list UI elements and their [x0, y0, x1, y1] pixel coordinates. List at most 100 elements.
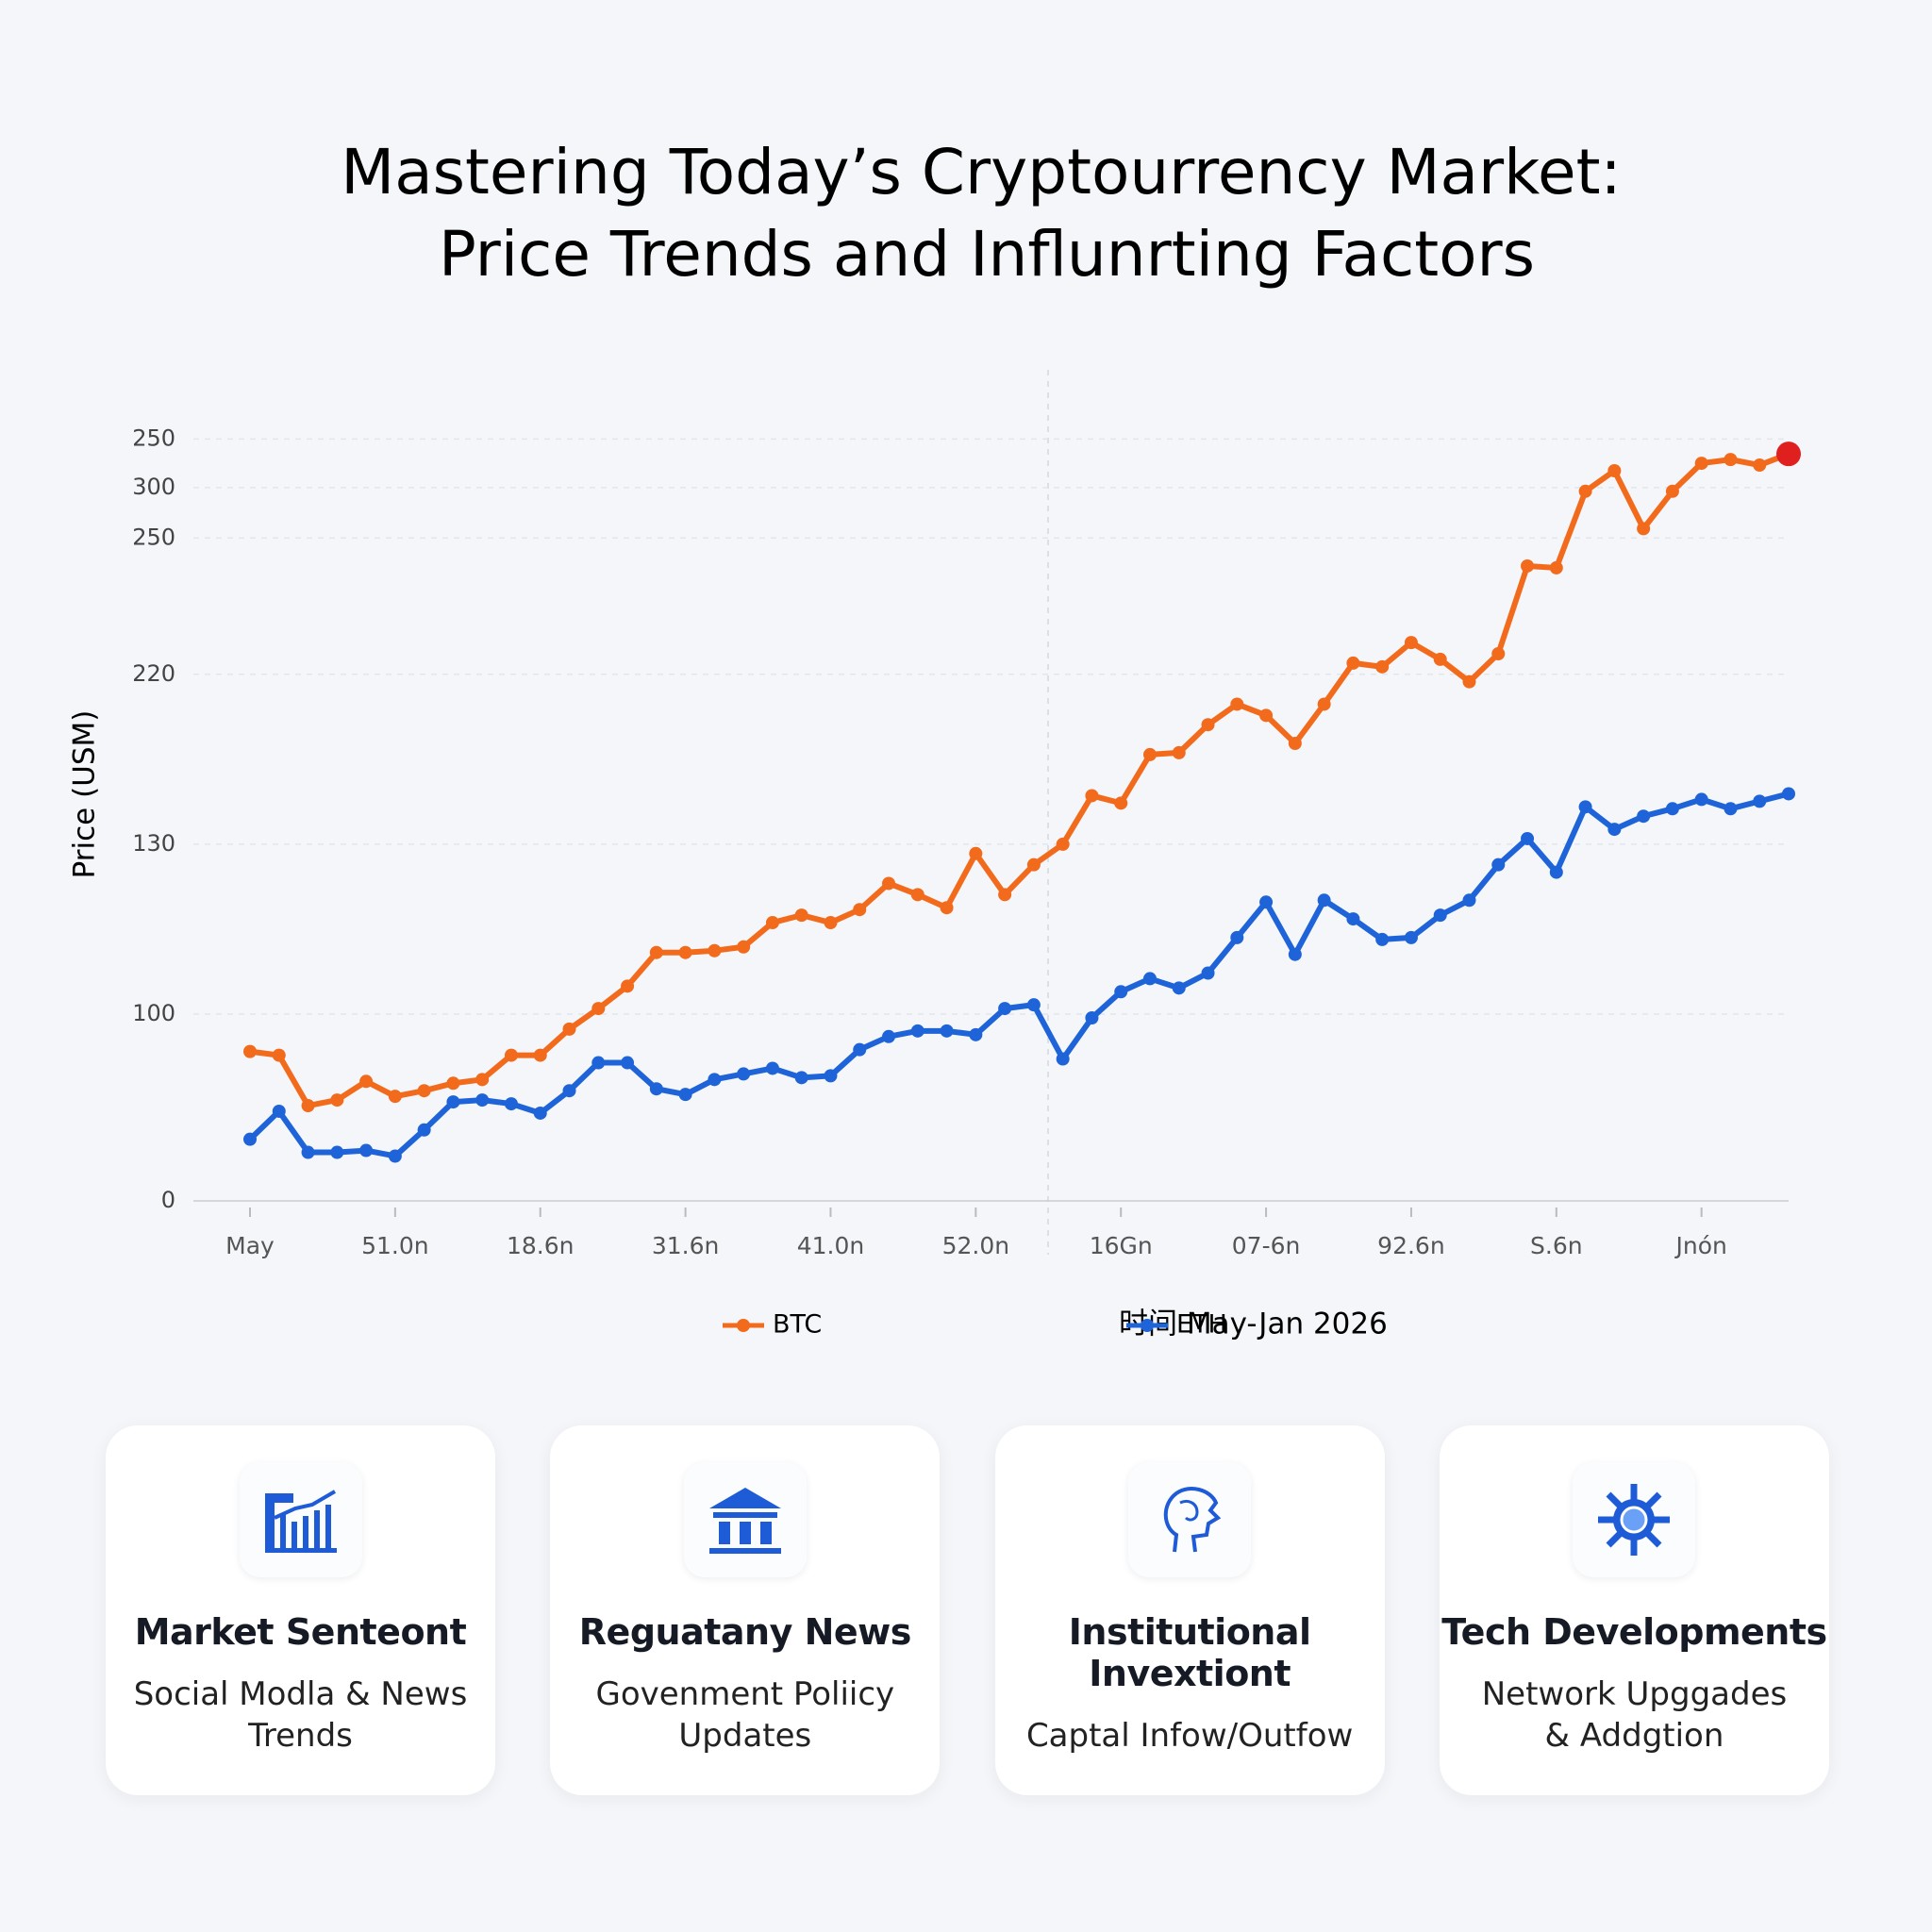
data-point [330, 1145, 344, 1159]
x-tick-label: 31.6n [652, 1232, 720, 1259]
data-point [243, 1132, 257, 1146]
data-point [1056, 1052, 1070, 1066]
data-point [446, 1095, 460, 1109]
x-tick-label: 51.0n [361, 1232, 429, 1259]
data-point [1607, 823, 1622, 837]
data-point [1607, 463, 1622, 477]
data-point [1114, 796, 1128, 810]
legend-label: BTC [773, 1310, 822, 1340]
data-point [1521, 558, 1535, 573]
data-point [882, 1029, 896, 1043]
data-point [272, 1048, 286, 1062]
data-point [824, 916, 838, 930]
data-point [1578, 484, 1592, 498]
data-point [475, 1073, 490, 1087]
data-point [243, 1044, 257, 1058]
data-point [388, 1149, 402, 1163]
data-point [1317, 697, 1331, 711]
data-point [504, 1048, 518, 1062]
data-point [1491, 858, 1506, 872]
data-point [1346, 912, 1360, 926]
legend-swatch [1141, 1319, 1154, 1332]
x-tick-label: 52.0n [942, 1232, 1010, 1259]
x-tick-label: 41.0n [797, 1232, 865, 1259]
y-tick-label: 100 [132, 1000, 175, 1026]
data-point [969, 1027, 983, 1041]
data-point [1694, 457, 1708, 471]
data-point [1172, 745, 1186, 759]
data-point [678, 945, 692, 959]
data-point [1056, 837, 1070, 851]
x-tick-label: 16Gn [1090, 1232, 1153, 1259]
legend-swatch [737, 1319, 750, 1332]
data-point [649, 1082, 663, 1096]
data-point [591, 1002, 606, 1016]
data-point [1375, 932, 1390, 946]
data-point [1462, 675, 1476, 689]
y-tick-label: 250 [132, 425, 175, 451]
data-point [621, 979, 635, 993]
data-point [794, 908, 808, 923]
data-point [533, 1048, 547, 1062]
data-point [1637, 809, 1651, 824]
data-point [1026, 858, 1041, 872]
card: Reguatany News Govenment Poliicy Updates [550, 1425, 941, 1795]
data-point [1288, 737, 1302, 751]
data-point [301, 1145, 315, 1159]
data-point [330, 1093, 344, 1108]
data-point [1724, 453, 1738, 467]
data-point [1578, 800, 1592, 814]
data-point [1259, 895, 1274, 909]
data-point [1782, 787, 1795, 801]
data-point [1375, 659, 1390, 674]
data-point [562, 1084, 576, 1098]
data-point [1026, 998, 1041, 1012]
data-point [504, 1097, 518, 1111]
data-point [1230, 930, 1244, 944]
data-point [475, 1093, 490, 1108]
data-point [998, 888, 1012, 902]
data-point [533, 1106, 547, 1120]
data-point [1114, 985, 1128, 999]
data-point [1201, 966, 1215, 980]
y-tick-label: 220 [132, 660, 175, 687]
data-point [853, 903, 867, 917]
data-point [417, 1084, 431, 1098]
data-point [1753, 794, 1767, 808]
data-point [1753, 458, 1767, 473]
head-icon [1163, 1487, 1222, 1553]
card-title: Tech Developments [1441, 1611, 1827, 1653]
data-point [1776, 441, 1801, 467]
y-tick-label: 130 [132, 830, 175, 857]
data-point [765, 916, 779, 930]
data-point [853, 1042, 867, 1057]
data-point [1259, 708, 1274, 723]
card-subtitle: Govenment Poliicy Updates [595, 1675, 895, 1755]
chart-title: Mastering Today’s Cryptourrency Market: [341, 136, 1621, 208]
data-point [359, 1143, 374, 1158]
data-point [1142, 747, 1157, 761]
x-tick-label: May [225, 1232, 275, 1259]
y-axis-label: Price (USM) [68, 710, 102, 879]
data-point [910, 1024, 924, 1038]
data-point [301, 1099, 315, 1113]
data-point [1724, 802, 1738, 816]
data-point [1521, 831, 1535, 845]
card: Market Senteont Social Modla & News Tren… [106, 1425, 495, 1795]
legend-label: ETH [1176, 1310, 1227, 1340]
x-tick-label: 18.6n [507, 1232, 575, 1259]
icon [1573, 1462, 1696, 1577]
data-point [1085, 789, 1099, 803]
data-point [940, 901, 954, 915]
data-point [1201, 718, 1215, 732]
data-point [737, 940, 751, 954]
data-point [1665, 484, 1679, 498]
card-subtitle: Social Modla & News Trends [133, 1675, 468, 1755]
data-point [708, 1073, 722, 1087]
data-point [446, 1076, 460, 1091]
x-tick-label: Jnón [1674, 1232, 1726, 1259]
x-tick-label: S.6n [1530, 1232, 1583, 1259]
card-subtitle: Captal Infow/Outfow [1025, 1717, 1354, 1755]
cards: Market Senteont Social Modla & News Tren… [106, 1425, 1829, 1795]
